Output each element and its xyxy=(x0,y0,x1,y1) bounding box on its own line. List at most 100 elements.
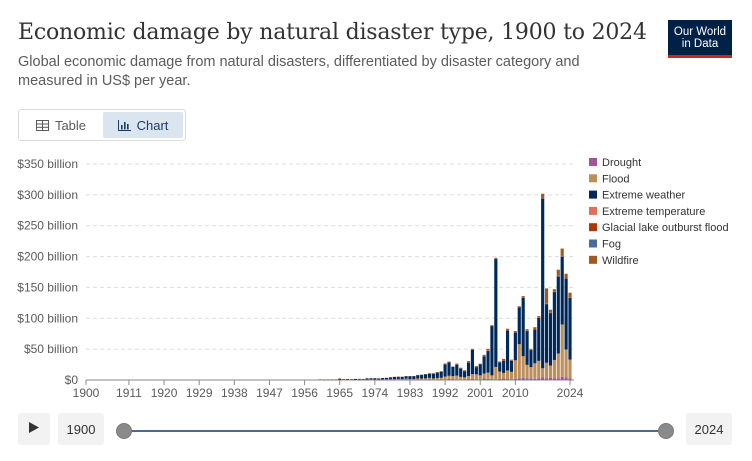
bar-segment xyxy=(494,258,498,367)
y-tick-label: $250 billion xyxy=(17,219,78,233)
bar-segment xyxy=(338,378,342,380)
legend-label: Flood xyxy=(602,173,630,185)
legend-label: Drought xyxy=(602,157,641,169)
legend-label: Wildfire xyxy=(602,255,639,267)
timeline-end-handle[interactable] xyxy=(658,423,674,439)
x-axis: 1900 1911 1920 1929 1938 1947 1956 1965 1974 1983… xyxy=(73,380,584,400)
timeline-track[interactable] xyxy=(124,430,666,432)
bar-segment xyxy=(373,378,377,380)
timeline-start-handle[interactable] xyxy=(116,423,132,439)
bar-segment xyxy=(478,364,482,376)
legend-label: Glacial lake outburst flood xyxy=(602,222,729,234)
bar-segment xyxy=(377,378,381,380)
bar-segment xyxy=(400,376,404,380)
bar-segment xyxy=(541,377,545,380)
bar-segment xyxy=(521,297,525,357)
bar-segment xyxy=(529,367,533,379)
bar-segment xyxy=(342,379,346,380)
bar-segment xyxy=(463,370,467,372)
bar-segment xyxy=(455,379,459,380)
x-tick-label: 2024 xyxy=(557,386,584,400)
bar-segment xyxy=(537,360,541,379)
stacked-bar-chart: $0 $50 billion $100 billion $150 billion $20… xyxy=(17,157,729,400)
bar-segment xyxy=(537,316,541,318)
bar-segment xyxy=(548,377,553,380)
bar-segment xyxy=(541,193,545,199)
bar-segment xyxy=(365,378,369,380)
y-tick-label: $50 billion xyxy=(24,342,78,356)
legend-swatch xyxy=(589,255,597,264)
bar-segment xyxy=(482,356,486,374)
bar-segment xyxy=(423,378,428,380)
bar-segment xyxy=(482,378,486,380)
bar-segment xyxy=(412,376,416,380)
x-tick-label: 1920 xyxy=(151,386,178,400)
y-tick-label: $150 billion xyxy=(17,280,78,294)
x-tick-label: 1900 xyxy=(73,386,100,400)
bar-segment xyxy=(412,379,416,380)
bar-segment xyxy=(490,375,494,380)
bar-segment xyxy=(564,273,568,278)
bar-segment xyxy=(447,362,451,376)
bar-segment xyxy=(486,378,490,380)
bar-segment xyxy=(505,379,510,380)
x-tick-label: 1956 xyxy=(291,386,318,400)
bar-segment xyxy=(568,378,572,380)
bar-segment xyxy=(349,379,354,380)
bar-segment xyxy=(416,375,420,379)
view-tabs: Table Chart xyxy=(18,109,186,141)
timeline-start-year[interactable]: 1900 xyxy=(58,413,104,445)
bar-segment xyxy=(486,348,490,351)
bar-segment xyxy=(439,377,443,380)
bar-segment xyxy=(560,255,564,257)
bar-segment xyxy=(439,371,443,378)
table-icon xyxy=(35,119,49,131)
y-tick-label: $300 billion xyxy=(17,188,78,202)
bar-segment xyxy=(517,307,521,345)
owid-logo[interactable]: Our World in Data xyxy=(668,20,732,58)
bar-segment xyxy=(459,376,463,380)
legend-swatch xyxy=(589,223,597,232)
x-tick-label: 1911 xyxy=(116,386,142,400)
bar-segment xyxy=(466,375,471,380)
bar-segment xyxy=(525,330,529,365)
bar-segment xyxy=(505,330,510,371)
bar-segment xyxy=(361,379,365,380)
x-tick-label: 1965 xyxy=(326,386,353,400)
bars xyxy=(205,193,572,381)
bar-segment xyxy=(525,329,529,331)
bar-segment xyxy=(517,378,521,380)
bar-segment xyxy=(466,361,471,363)
bar-segment xyxy=(556,276,560,354)
bar-segment xyxy=(451,376,455,380)
bar-segment xyxy=(459,367,463,369)
bar-segment xyxy=(502,378,506,380)
bar-segment xyxy=(427,377,432,380)
bar-segment xyxy=(384,377,389,380)
bar-segment xyxy=(353,378,357,380)
bar-segment xyxy=(544,288,549,304)
bar-segment xyxy=(552,289,556,292)
bar-segment xyxy=(357,378,361,380)
bar-segment xyxy=(431,378,435,380)
bar-segment xyxy=(509,360,514,372)
tab-table[interactable]: Table xyxy=(21,112,101,138)
bar-segment xyxy=(404,376,408,379)
tab-chart[interactable]: Chart xyxy=(103,112,183,138)
tab-chart-label: Chart xyxy=(136,117,169,133)
bar-segment xyxy=(529,349,533,368)
bar-segment xyxy=(556,353,560,379)
bar-segment xyxy=(447,378,451,380)
play-button[interactable] xyxy=(18,413,50,445)
bar-segment xyxy=(544,304,549,363)
bar-segment xyxy=(478,363,482,365)
bar-segment xyxy=(443,364,447,377)
bar-segment xyxy=(486,350,490,373)
bar-segment xyxy=(396,378,400,380)
bar-segment xyxy=(490,326,494,376)
timeline-end-year[interactable]: 2024 xyxy=(686,413,732,445)
bar-segment xyxy=(435,372,439,379)
bar-segment xyxy=(568,297,572,360)
bar-segment xyxy=(482,354,486,357)
legend: Drought Flood Extreme weather Extreme tempe… xyxy=(589,157,729,267)
